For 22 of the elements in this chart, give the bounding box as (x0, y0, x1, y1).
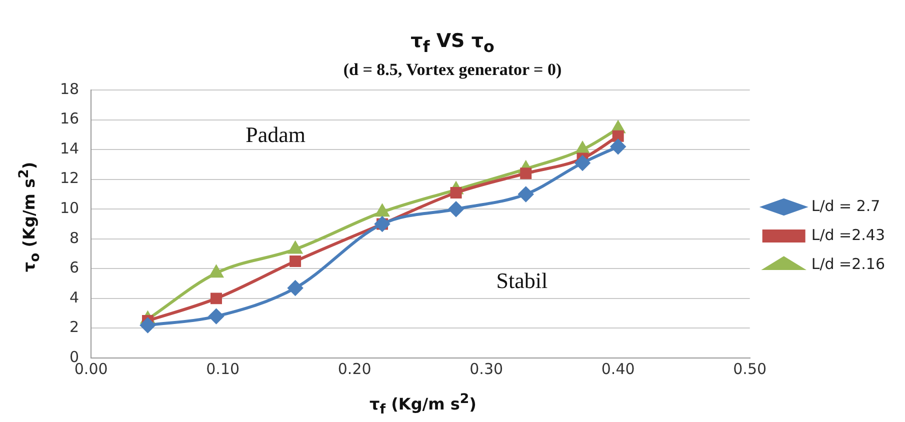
y-tick-label: 2 (70, 318, 80, 336)
annotation: Stabil (496, 268, 548, 293)
chart-subtitle: (d = 8.5, Vortex generator = 0) (342, 60, 563, 80)
x-tick-label: 0.40 (601, 360, 635, 378)
x-tick-label: 0.30 (470, 360, 504, 378)
y-tick-label: 8 (70, 228, 80, 247)
legend-label: L/d =2.43 (811, 226, 886, 244)
y-tick-label: 6 (70, 258, 80, 277)
y-tick-label: 18 (60, 80, 80, 98)
y-tick-label: 12 (60, 169, 80, 188)
y-tick-label: 16 (60, 110, 80, 128)
x-tick-label: 0.20 (338, 360, 372, 378)
y-tick-label: 14 (60, 139, 80, 158)
legend-label: L/d =2.16 (811, 254, 886, 273)
x-tick-label: 0.50 (733, 360, 767, 378)
y-tick-label: 4 (70, 288, 80, 306)
x-tick-label: 0.10 (206, 360, 240, 378)
legend-label: L/d = 2.7 (811, 196, 880, 215)
annotation: Padam (246, 122, 306, 147)
chart-title: τ$_{f}$ VS τ$_{o}$ (410, 30, 496, 56)
y-tick-label: 10 (60, 199, 80, 217)
x-axis-title: τ$_{f}$ (Kg/m s$^{2}$) (368, 392, 478, 418)
